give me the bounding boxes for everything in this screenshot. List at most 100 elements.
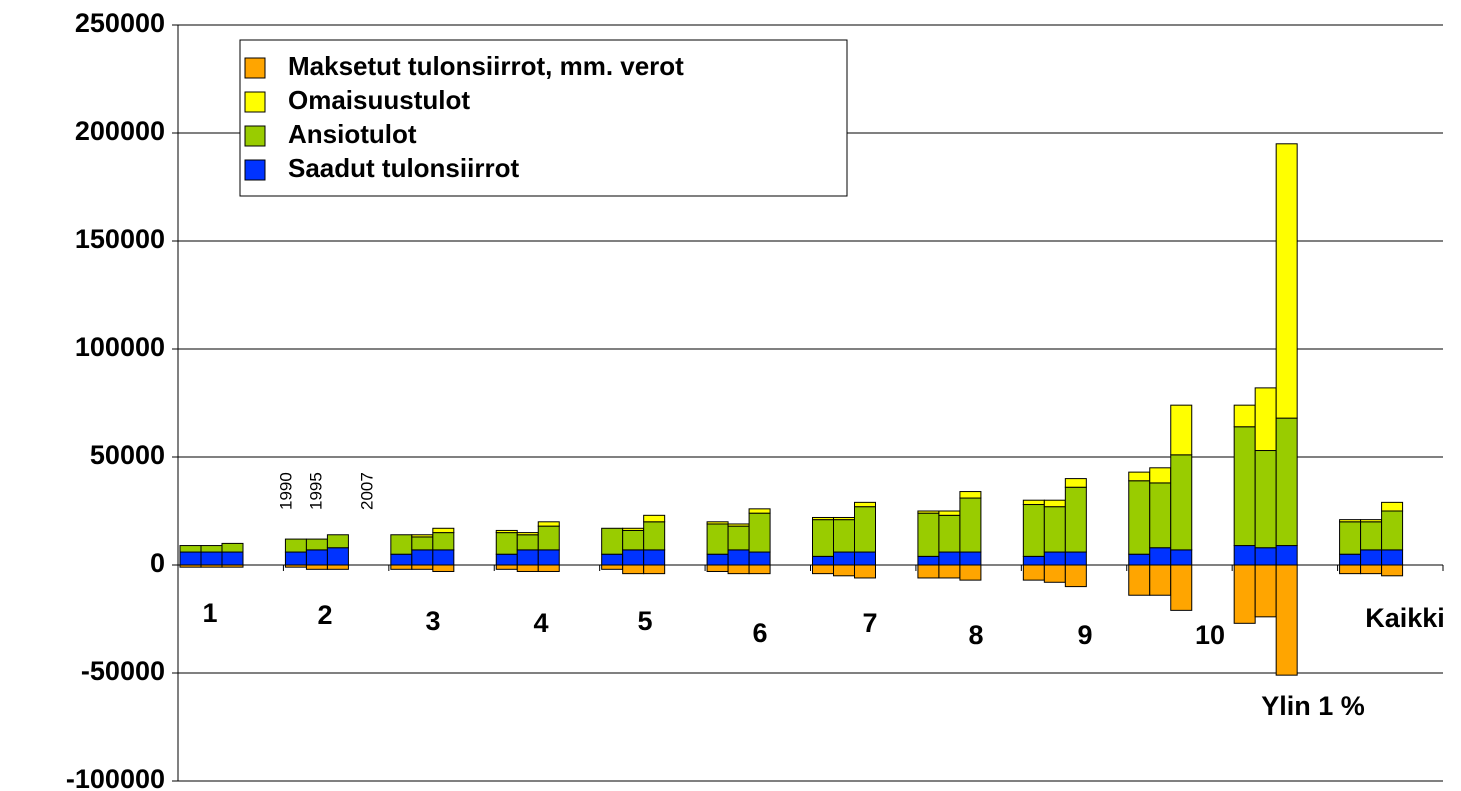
bar-segment bbox=[1254, 564, 1277, 618]
bar-segment bbox=[622, 527, 645, 531]
x-tick-label: Kaikki bbox=[1365, 603, 1445, 633]
bar-segment bbox=[1339, 553, 1362, 566]
bar-segment bbox=[284, 551, 307, 566]
bar-segment bbox=[959, 551, 982, 566]
bar-segment bbox=[812, 555, 834, 566]
bar-segment bbox=[221, 542, 244, 553]
bar-segment bbox=[432, 532, 455, 551]
bar-segment bbox=[706, 521, 729, 525]
bar-segment bbox=[1360, 549, 1383, 566]
bar-segment bbox=[305, 564, 328, 570]
bar-segment bbox=[537, 564, 560, 572]
bar-segment bbox=[1381, 501, 1404, 512]
bar-segment bbox=[1254, 387, 1277, 452]
bar-segment bbox=[432, 564, 455, 572]
bar-segment bbox=[390, 534, 413, 555]
bar-segment bbox=[390, 553, 413, 566]
bar-segment bbox=[833, 551, 855, 566]
sub-label: 1995 bbox=[306, 472, 325, 510]
bar-segment bbox=[622, 529, 645, 551]
legend-swatch bbox=[244, 91, 266, 113]
bar-segment bbox=[516, 564, 539, 572]
bar-segment bbox=[727, 564, 750, 575]
bar-segment bbox=[748, 551, 771, 566]
bar-segment bbox=[1339, 521, 1362, 555]
bar-segment bbox=[812, 516, 834, 521]
bar-segment bbox=[938, 551, 961, 566]
bar-segment bbox=[1381, 549, 1404, 566]
x-tick-label: 1 bbox=[202, 598, 217, 628]
y-tick-label: -100000 bbox=[66, 764, 165, 791]
bar-segment bbox=[1022, 499, 1045, 506]
legend-label: Maksetut tulonsiirrot, mm. verot bbox=[288, 51, 684, 81]
bar-segment bbox=[1233, 426, 1256, 547]
bar-segment bbox=[1233, 564, 1256, 624]
bar-segment bbox=[854, 551, 876, 566]
legend-swatch bbox=[244, 159, 266, 181]
bar-segment bbox=[959, 491, 982, 499]
bar-segment bbox=[1233, 545, 1256, 566]
bar-segment bbox=[1275, 564, 1298, 676]
bar-segment bbox=[643, 521, 666, 551]
sub-label: 1990 bbox=[276, 472, 295, 510]
y-tick-label: 250000 bbox=[75, 8, 165, 38]
bar-segment bbox=[854, 501, 876, 508]
bar-segment bbox=[1022, 555, 1045, 566]
bar-segment bbox=[326, 547, 349, 566]
bar-segment bbox=[495, 553, 518, 566]
bar-segment bbox=[1339, 519, 1362, 523]
bar-segment bbox=[643, 564, 666, 575]
bar-segment bbox=[495, 564, 518, 570]
y-tick-label: 150000 bbox=[75, 224, 165, 254]
bar-segment bbox=[179, 545, 202, 553]
bar-segment bbox=[516, 549, 539, 566]
bar-segment bbox=[1128, 564, 1151, 596]
bar-segment bbox=[179, 551, 202, 566]
bar-segment bbox=[221, 551, 244, 566]
bar-segment bbox=[305, 538, 328, 551]
bar-segment bbox=[1381, 564, 1404, 577]
bar-segment bbox=[1128, 480, 1151, 555]
bar-segment bbox=[1360, 519, 1383, 523]
x-tick-label: 4 bbox=[533, 608, 548, 638]
bar-segment bbox=[1233, 404, 1256, 428]
bar-segment bbox=[938, 564, 961, 579]
x-tick-label: 7 bbox=[862, 608, 877, 638]
bar-segment bbox=[179, 564, 202, 568]
y-tick-label: 100000 bbox=[75, 332, 165, 362]
bar-segment bbox=[200, 564, 223, 568]
bar-segment bbox=[917, 564, 940, 579]
bar-segment bbox=[917, 555, 940, 566]
bar-segment bbox=[706, 523, 729, 555]
bar-segment bbox=[959, 497, 982, 553]
bar-segment bbox=[1254, 450, 1277, 549]
bar-segment bbox=[622, 549, 645, 566]
bar-segment bbox=[833, 516, 855, 521]
bar-segment bbox=[1043, 506, 1066, 553]
bar-segment bbox=[411, 536, 434, 551]
bar-segment bbox=[854, 564, 876, 579]
bar-segment bbox=[938, 514, 961, 553]
x-tick-label: 10 bbox=[1195, 620, 1225, 650]
bar-segment bbox=[1149, 467, 1172, 484]
bar-segment bbox=[495, 529, 518, 534]
bar-segment bbox=[1149, 482, 1172, 549]
bar-segment bbox=[1043, 499, 1066, 508]
bar-segment bbox=[1170, 549, 1193, 566]
bar-segment bbox=[1254, 547, 1277, 566]
bar-segment bbox=[748, 508, 771, 514]
legend-box bbox=[239, 39, 848, 197]
bar-segment bbox=[411, 549, 434, 566]
bar-segment bbox=[1022, 504, 1045, 557]
x-tick-label: 5 bbox=[637, 606, 652, 636]
bar-segment bbox=[1339, 564, 1362, 575]
bar-segment bbox=[411, 534, 434, 538]
legend-label: Omaisuustulot bbox=[288, 85, 470, 115]
bar-segment bbox=[706, 564, 729, 572]
bar-segment bbox=[1064, 486, 1087, 553]
bar-segment bbox=[1360, 521, 1383, 551]
bar-segment bbox=[1064, 551, 1087, 566]
bar-segment bbox=[748, 512, 771, 553]
